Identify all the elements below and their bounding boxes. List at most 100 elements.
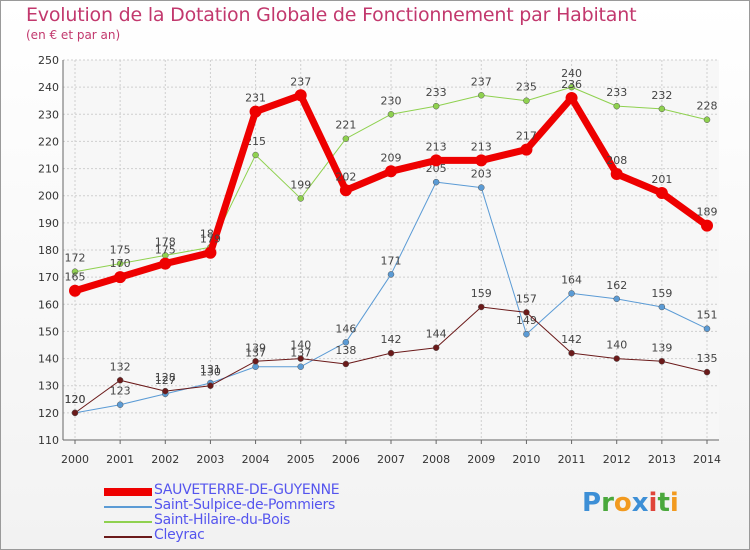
legend-label: Saint-Sulpice-de-Pommiers [154,497,335,513]
data-label-cleyrac: 132 [110,360,131,373]
data-point-sauveterre-de-guyenne [430,154,443,167]
data-label-saint-sulpice-de-pommiers: 131 [200,363,221,376]
data-point-saint-sulpice-de-pommiers [658,303,666,311]
data-point-saint-hilaire-du-bois [658,105,666,113]
data-point-sauveterre-de-guyenne [655,187,668,199]
data-point-sauveterre-de-guyenne [610,168,623,180]
data-label-sauveterre-de-guyenne: 175 [155,244,176,257]
data-point-cleyrac [478,303,485,311]
legend-item: Cleyrac [104,527,434,544]
y-tick-label: 180 [38,244,59,257]
data-label-sauveterre-de-guyenne: 217 [516,130,537,143]
data-label-cleyrac: 144 [426,328,447,341]
data-point-saint-sulpice-de-pommiers [342,339,350,346]
data-label-saint-sulpice-de-pommiers: 149 [516,314,537,327]
data-point-saint-hilaire-du-bois [523,97,530,104]
data-label-saint-hilaire-du-bois: 230 [381,94,402,107]
data-label-saint-hilaire-du-bois: 233 [426,86,447,99]
legend-swatch [104,506,152,508]
data-point-sauveterre-de-guyenne [339,184,352,197]
data-point-saint-sulpice-de-pommiers [478,184,485,191]
legend-item: Saint-Hilaire-du-Bois [104,512,434,529]
x-tick-label: 2008 [422,453,450,466]
data-point-saint-hilaire-du-bois [342,135,350,142]
data-label-saint-sulpice-de-pommiers: 205 [426,162,447,175]
data-label-saint-hilaire-du-bois: 232 [651,89,672,102]
y-tick-label: 140 [38,353,59,366]
logo-letter: i [669,488,679,518]
data-label-sauveterre-de-guyenne: 209 [381,151,402,164]
chart-subtitle: (en € et par an) [26,28,121,42]
y-tick-label: 120 [38,407,59,420]
data-point-saint-sulpice-de-pommiers [252,363,259,370]
data-label-cleyrac: 139 [651,341,672,354]
data-label-sauveterre-de-guyenne: 213 [426,140,447,153]
logo-letter: o [613,488,632,518]
data-label-cleyrac: 142 [561,333,582,346]
data-label-saint-hilaire-du-bois: 235 [516,81,537,94]
x-tick-label: 2005 [287,453,315,466]
data-point-sauveterre-de-guyenne [114,271,127,284]
proxiti-logo: Proxiti [582,488,679,518]
data-point-saint-sulpice-de-pommiers [297,363,304,370]
data-point-cleyrac [71,409,79,417]
data-label-saint-hilaire-du-bois: 221 [335,119,356,132]
y-tick-label: 190 [38,217,59,230]
data-label-saint-hilaire-du-bois: 233 [606,86,627,99]
data-point-sauveterre-de-guyenne [520,143,533,156]
data-label-cleyrac: 120 [65,393,86,406]
data-label-saint-hilaire-du-bois: 175 [110,244,131,257]
data-label-sauveterre-de-guyenne: 231 [245,92,266,105]
data-point-saint-sulpice-de-pommiers [432,178,440,186]
data-label-cleyrac: 159 [471,287,492,300]
x-tick-label: 2009 [467,453,495,466]
legend-swatch [104,521,152,523]
data-label-sauveterre-de-guyenne: 201 [651,173,672,186]
data-label-sauveterre-de-guyenne: 202 [335,170,356,183]
data-label-saint-hilaire-du-bois: 240 [561,67,582,80]
y-tick-label: 200 [38,190,59,203]
x-tick-label: 2013 [648,453,676,466]
x-tick-label: 2014 [693,453,721,466]
data-label-cleyrac: 140 [606,339,627,352]
data-point-cleyrac [432,344,440,351]
data-point-saint-hilaire-du-bois [613,102,620,110]
data-point-saint-hilaire-du-bois [71,268,79,275]
data-label-sauveterre-de-guyenne: 236 [561,78,582,91]
x-tick-label: 2002 [151,453,179,466]
y-tick-label: 170 [38,271,59,284]
legend: SAUVETERRE-DE-GUYENNE Saint-Sulpice-de-Po… [104,482,434,544]
data-point-sauveterre-de-guyenne [204,246,217,259]
x-tick-label: 2001 [106,453,134,466]
data-label-saint-hilaire-du-bois: 199 [290,178,311,191]
data-point-sauveterre-de-guyenne [475,154,488,167]
y-tick-label: 130 [38,380,59,393]
data-point-saint-sulpice-de-pommiers [387,271,395,278]
x-tick-label: 2003 [196,453,224,466]
data-label-cleyrac: 138 [335,344,356,357]
logo-letter: t [657,488,670,518]
data-point-cleyrac [162,387,169,395]
data-label-saint-hilaire-du-bois: 172 [65,252,86,265]
x-tick-label: 2000 [61,453,89,466]
data-point-cleyrac [252,358,259,365]
data-label-saint-sulpice-de-pommiers: 151 [697,309,718,322]
data-point-cleyrac [387,349,395,357]
data-point-saint-hilaire-du-bois [568,83,575,91]
data-point-cleyrac [207,382,214,389]
data-label-saint-sulpice-de-pommiers: 123 [110,385,131,398]
chart-title: Evolution de la Dotation Globale de Fonc… [26,4,637,26]
data-point-sauveterre-de-guyenne [385,165,397,178]
data-label-cleyrac: 128 [155,371,176,384]
y-tick-label: 220 [38,135,59,148]
data-point-saint-sulpice-de-pommiers [703,325,711,332]
data-point-sauveterre-de-guyenne [294,89,307,102]
data-label-saint-hilaire-du-bois: 237 [471,75,492,88]
data-point-saint-hilaire-du-bois [478,92,485,99]
data-label-saint-sulpice-de-pommiers: 159 [651,287,672,300]
data-point-saint-hilaire-du-bois [297,195,304,202]
data-point-sauveterre-de-guyenne [565,92,578,104]
data-label-saint-sulpice-de-pommiers: 120 [65,393,86,406]
data-point-sauveterre-de-guyenne [249,105,262,118]
